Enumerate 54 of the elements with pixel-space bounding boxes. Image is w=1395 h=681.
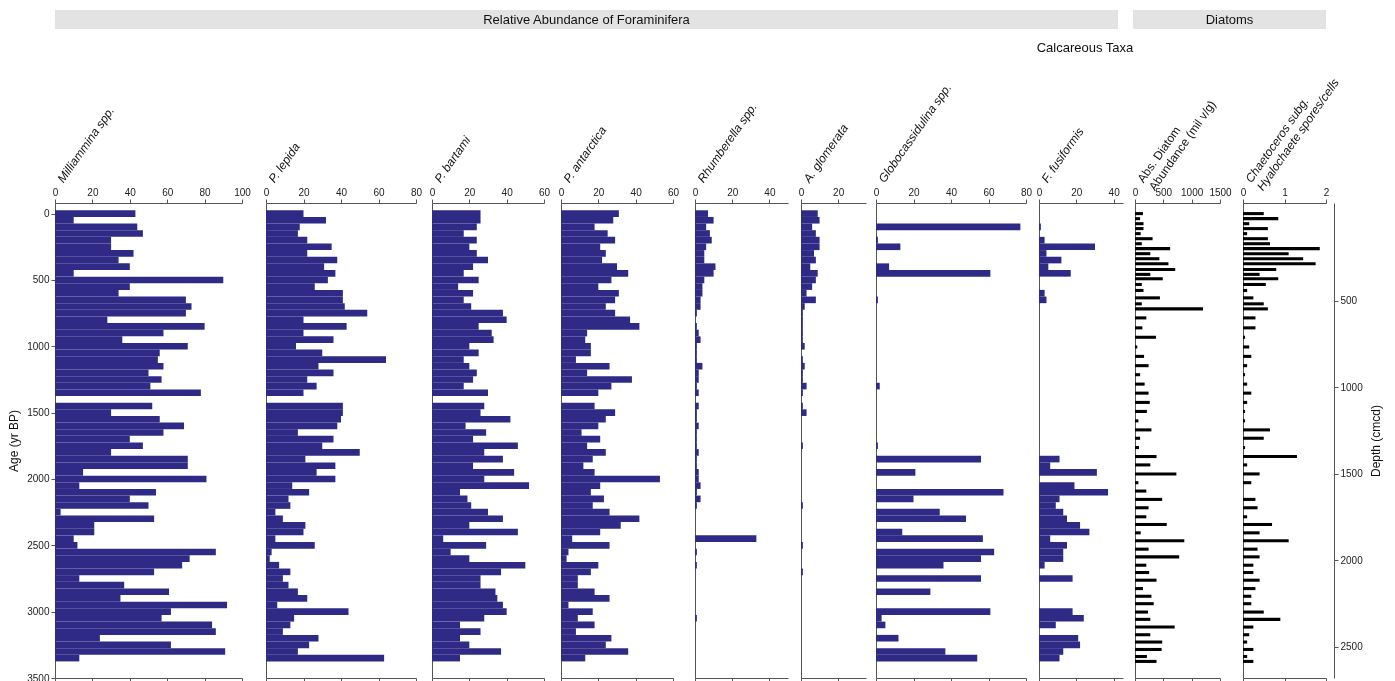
x-tick-label: 0	[1240, 186, 1247, 198]
y-tick-label: 500	[32, 274, 50, 286]
x-tick-label: 60	[983, 186, 995, 198]
x-tick-label: 20	[727, 186, 739, 198]
x-tick-label: 0	[52, 186, 59, 198]
x-tick-label: 60	[373, 186, 385, 198]
x-tick-label: 40	[764, 186, 776, 198]
y2-tick-label: 1500	[1340, 468, 1364, 480]
x-tick-label: 40	[335, 186, 348, 198]
y-tick-label: 3500	[27, 672, 50, 681]
x-tick-label: 20	[593, 186, 605, 198]
x-tick-label: 20	[87, 186, 99, 198]
y-tick-label: 1500	[27, 407, 50, 419]
text: Relative Abundance of Foraminifera	[55, 10, 1118, 29]
x-tick-label: 20	[908, 186, 920, 198]
x-tick-label: 60	[667, 186, 680, 198]
x-tick-label: 60	[538, 186, 551, 198]
x-tick-label: 0	[692, 186, 699, 198]
y-axis-title: Age (yr BP)	[7, 409, 22, 473]
x-tick-label: 20	[1071, 186, 1083, 198]
x-tick-label: 2	[1323, 186, 1330, 198]
text: Diatoms	[1133, 10, 1326, 29]
x-tick-label: 60	[162, 186, 174, 198]
y2-tick-label: 2500	[1340, 641, 1364, 653]
x-tick-label: 80	[1020, 186, 1033, 198]
x-tick-label: 0	[1036, 186, 1043, 198]
x-tick-label: 0	[263, 186, 270, 198]
y-tick-label: 3000	[27, 606, 50, 618]
x-tick-label: 100	[234, 186, 252, 198]
x-tick-label: 80	[199, 186, 212, 198]
y2-tick-label: 1000	[1340, 381, 1364, 393]
x-tick-label: 40	[124, 186, 137, 198]
y2-tick-label: 2000	[1340, 554, 1364, 566]
y2-tick-label: 500	[1340, 295, 1358, 307]
text: Calcareous Taxa	[1035, 39, 1135, 57]
x-tick-label: 0	[873, 186, 880, 198]
x-tick-label: 1500	[1209, 186, 1233, 198]
y-tick-label: 0	[43, 208, 50, 220]
x-tick-label: 0	[1132, 186, 1139, 198]
x-tick-label: 0	[798, 186, 805, 198]
y-tick-label: 1000	[27, 340, 50, 352]
x-tick-label: 20	[298, 186, 310, 198]
x-tick-label: 20	[464, 186, 476, 198]
x-tick-label: 40	[945, 186, 958, 198]
x-tick-label: 20	[833, 186, 845, 198]
x-tick-label: 80	[410, 186, 423, 198]
x-tick-label: 0	[558, 186, 565, 198]
y-tick-label: 2500	[27, 539, 50, 551]
x-tick-label: 40	[501, 186, 514, 198]
y-tick-label: 2000	[27, 473, 50, 485]
y2-axis-title: Depth (cmcd)	[1368, 404, 1383, 478]
x-tick-label: 0	[429, 186, 436, 198]
x-tick-label: 40	[630, 186, 643, 198]
x-tick-label: 40	[1108, 186, 1121, 198]
